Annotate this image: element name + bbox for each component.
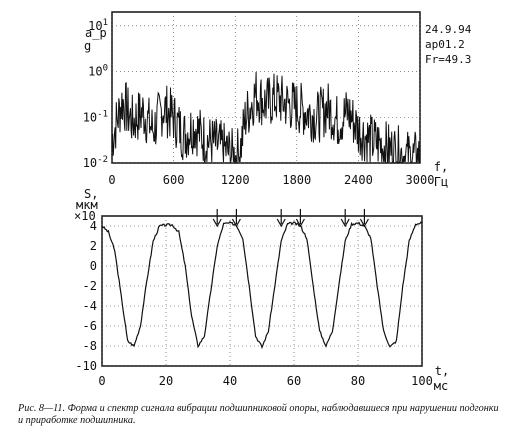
waveform-y-label-main: S, <box>84 187 98 201</box>
waveform-series-line <box>101 220 423 350</box>
arrow-down-icon <box>276 218 286 228</box>
spectrum-x-tick-label: 0 <box>108 173 115 187</box>
spectrum-annotation-fr: Fr=49.3 <box>425 53 471 66</box>
spectrum-x-tick-label: 1800 <box>282 173 311 187</box>
arrow-down-icon <box>359 218 369 228</box>
arrow-down-icon <box>340 218 350 228</box>
figure-caption: Рис. 8—11. Форма и спектр сигнала вибрац… <box>18 403 499 426</box>
waveform-x-label-main: t, <box>435 364 449 378</box>
waveform-x-label-sub: мс <box>434 379 448 393</box>
spectrum-y-tick-label: 100 <box>88 64 108 79</box>
spectrum-plot-frame <box>111 11 421 164</box>
spectrum-x-label-main: f, <box>434 160 448 174</box>
spectrum-x-ticks: 0 600 1200 1800 2400 3000 <box>108 173 434 187</box>
waveform-x-tick-label: 60 <box>287 374 301 388</box>
arrow-down-icon <box>295 218 305 228</box>
waveform-x-tick-label: 0 <box>98 374 105 388</box>
waveform-y-tick-label: -4 <box>83 299 97 313</box>
waveform-y-ticks: 4 2 0 -2 -4 -6 -8 -10 <box>75 219 97 373</box>
waveform-y-multiplier: ×10 <box>74 209 96 223</box>
spectrum-annotation-ap: ap01.2 <box>425 38 465 51</box>
spectrum-series-line <box>111 71 420 164</box>
spectrum-x-tick-label: 1200 <box>221 173 250 187</box>
waveform-plot-frame <box>101 215 423 367</box>
spectrum-x-tick-label: 2400 <box>344 173 373 187</box>
spectrum-y-tick-label: 10-1 <box>83 109 108 124</box>
waveform-x-tick-label: 40 <box>223 374 237 388</box>
spectrum-x-tick-label: 3000 <box>406 173 435 187</box>
spectrum-y-label-sub: g <box>84 39 91 53</box>
arrow-down-icon <box>231 218 241 228</box>
waveform-y-tick-label: -10 <box>75 359 97 373</box>
spectrum-y-tick-label: 101 <box>88 18 108 33</box>
spectrum-x-label-sub: Гц <box>434 175 448 189</box>
waveform-chart: 0 20 40 60 80 100 420-2-4-6-8-10 S, мкм ×10 t… <box>74 187 449 393</box>
spectrum-y-label-main: a_p <box>85 26 107 40</box>
spectrum-y-tick-label: 10-2 <box>83 155 108 170</box>
arrow-down-icon <box>212 218 222 228</box>
waveform-y-tick-label: -8 <box>83 339 97 353</box>
waveform-y-tick-label: -6 <box>83 319 97 333</box>
waveform-y-tick-label: -2 <box>83 279 97 293</box>
spectrum-grid <box>111 12 421 164</box>
waveform-x-ticks: 0 20 40 60 80 100 <box>98 374 432 388</box>
waveform-y-tick-label: 4 <box>90 219 97 233</box>
waveform-x-tick-label: 20 <box>159 374 173 388</box>
waveform-y-label-sub: мкм <box>76 198 98 212</box>
spectrum-y-ticks: 10-2 10-1 100 101 <box>83 18 108 170</box>
waveform-y-tick-label: 0 <box>90 259 97 273</box>
waveform-x-tick-label: 100 <box>411 374 433 388</box>
waveform-arrows <box>212 209 369 228</box>
waveform-y-tick-label: 2 <box>90 239 97 253</box>
spectrum-annotation-date: 24.9.94 <box>425 23 472 36</box>
waveform-x-tick-label: 80 <box>351 374 365 388</box>
waveform-grid <box>101 216 423 367</box>
spectrum-x-tick-label: 600 <box>163 173 185 187</box>
